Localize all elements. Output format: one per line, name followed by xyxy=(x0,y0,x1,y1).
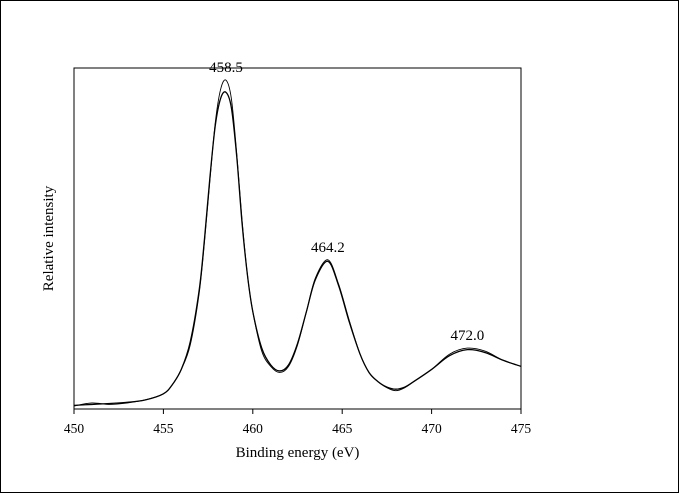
fitted-spectrum-line xyxy=(74,92,521,405)
x-axis-ticks: 450 455 460 465 470 475 xyxy=(64,409,532,436)
peak-label: 464.2 xyxy=(311,240,345,256)
x-tick-label: 475 xyxy=(511,421,532,436)
plot-area xyxy=(74,68,521,409)
y-axis-title: Relative intensity xyxy=(41,185,57,291)
x-tick-label: 465 xyxy=(332,421,353,436)
peak-annotations: 458.5 464.2 472.0 xyxy=(209,60,484,344)
x-tick-label: 450 xyxy=(64,421,85,436)
peak-label: 458.5 xyxy=(209,60,243,76)
series-layer xyxy=(74,80,521,406)
x-axis-title: Binding energy (eV) xyxy=(236,445,360,461)
peak-label: 472.0 xyxy=(450,328,484,344)
x-tick-label: 455 xyxy=(153,421,174,436)
raw-spectrum-line xyxy=(74,80,521,406)
x-tick-label: 460 xyxy=(243,421,264,436)
x-tick-label: 470 xyxy=(421,421,442,436)
